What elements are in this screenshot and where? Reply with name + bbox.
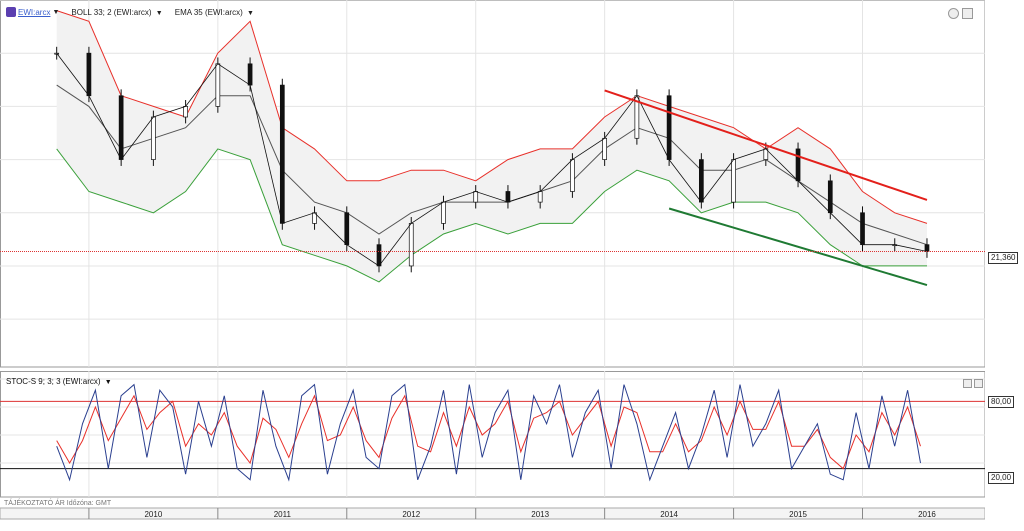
x-tick-label: 2011 xyxy=(274,510,292,519)
x-tick-label: 2013 xyxy=(531,510,549,519)
panel-restore-icon[interactable] xyxy=(963,379,972,388)
candle xyxy=(247,63,253,86)
candle xyxy=(570,159,575,192)
candle xyxy=(151,116,156,160)
candle xyxy=(183,106,188,118)
symbol-label[interactable]: EWI:arcx xyxy=(18,7,51,17)
candle xyxy=(666,95,672,160)
ema-line xyxy=(56,84,928,246)
candle xyxy=(215,63,221,107)
x-tick-label: 2016 xyxy=(918,510,936,519)
panel-close-icon[interactable] xyxy=(974,379,983,388)
price-panel: 15,00020,00025,00030,00035,00040,00045,0… xyxy=(0,0,1016,368)
candle xyxy=(602,137,607,160)
indicator-ema-label[interactable]: EMA 35 (EWI:arcx) xyxy=(174,7,243,17)
stoch-lower-tag: 20,00 xyxy=(988,472,1015,484)
x-tick-label: 2014 xyxy=(660,510,678,519)
bollinger-fill xyxy=(56,10,927,282)
chevron-down-icon[interactable]: ▼ xyxy=(155,9,163,17)
y-axis-area xyxy=(985,0,1024,531)
candle xyxy=(731,159,736,203)
chevron-down-icon[interactable]: ▼ xyxy=(52,8,60,16)
candle xyxy=(86,52,92,97)
candle xyxy=(827,180,833,214)
stoch-k-line xyxy=(56,383,921,482)
stoch-upper-tag: 80,00 xyxy=(988,396,1015,408)
candle xyxy=(344,212,350,246)
chart-toolbar: EWI:arcx ▼ BOLL 33; 2 (EWI:arcx) ▼ EMA 3… xyxy=(6,5,254,19)
stochastic-panel: 25,0050,0075,00100,00 xyxy=(0,371,1016,498)
candle xyxy=(860,212,865,246)
trendline-upper xyxy=(604,89,928,201)
trendline-lower xyxy=(668,207,928,287)
instrument-icon xyxy=(6,7,16,17)
stoch-d-line xyxy=(56,394,921,470)
candle xyxy=(279,84,285,224)
candle xyxy=(537,191,543,203)
indicator-boll-label[interactable]: BOLL 33; 2 (EWI:arcx) xyxy=(71,7,152,17)
price-line xyxy=(56,52,928,267)
footer-note: TÁJÉKOZTATÓ ÁR Időzóna: GMT xyxy=(4,500,112,507)
candle xyxy=(408,223,414,267)
last-price-tag: 21,360 xyxy=(988,252,1019,264)
indicator-ema[interactable]: EMA 35 (EWI:arcx) ▼ xyxy=(175,8,254,17)
settings-icon[interactable] xyxy=(948,8,959,19)
chevron-down-icon[interactable]: ▼ xyxy=(246,9,254,17)
candle xyxy=(441,201,446,224)
x-tick-label: 2012 xyxy=(402,510,420,519)
stoch-label-text[interactable]: STOC-S 9; 3; 3 (EWI:arcx) xyxy=(6,377,101,386)
candle xyxy=(473,191,479,203)
candle xyxy=(924,244,930,252)
stoch-panel-frame xyxy=(0,371,986,498)
stoch-label[interactable]: STOC-S 9; 3; 3 (EWI:arcx) ▼ xyxy=(6,377,112,386)
symbol-selector[interactable]: EWI:arcx ▼ xyxy=(6,7,59,17)
maximize-icon[interactable] xyxy=(962,8,973,19)
chevron-down-icon[interactable]: ▼ xyxy=(104,379,112,386)
bollinger-lower-line xyxy=(56,148,927,283)
x-tick-label: 2010 xyxy=(144,510,162,519)
indicator-boll[interactable]: BOLL 33; 2 (EWI:arcx) ▼ xyxy=(71,8,162,17)
candle xyxy=(698,159,704,203)
candle xyxy=(118,95,124,160)
x-axis: 20102011201220132014201520162017 xyxy=(0,507,1019,520)
candle xyxy=(505,191,511,203)
candle xyxy=(376,244,382,267)
candle xyxy=(795,148,801,182)
x-tick-label: 2015 xyxy=(789,510,807,519)
